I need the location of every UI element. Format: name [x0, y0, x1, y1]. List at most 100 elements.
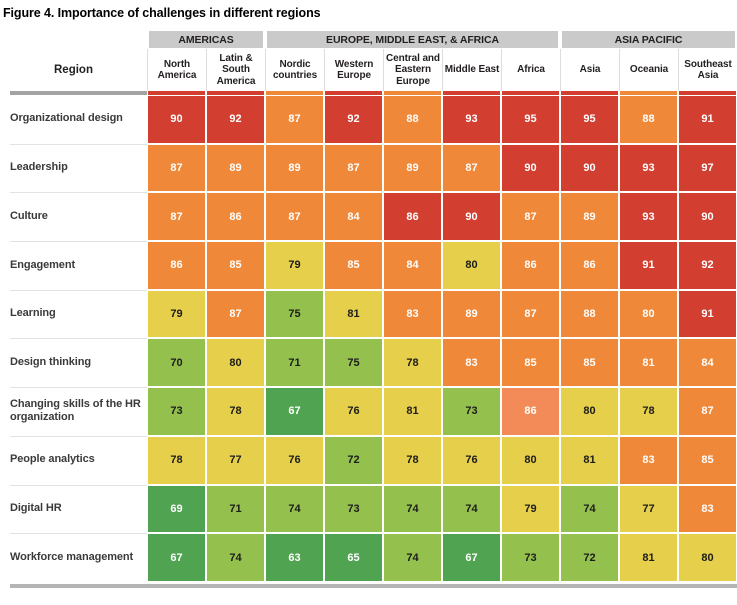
header-divider-bar	[384, 91, 441, 95]
heatmap-cell: 80	[620, 290, 677, 338]
heatmap-cell: 97	[679, 144, 736, 192]
heatmap-cell: 78	[384, 339, 441, 387]
heatmap-cell: 81	[384, 388, 441, 435]
heatmap-cell: 87	[325, 144, 382, 192]
heatmap-cell: 74	[384, 485, 441, 533]
heatmap-cell: 80	[679, 534, 736, 581]
heatmap-cell: 92	[679, 242, 736, 289]
header-divider-bar	[620, 91, 677, 95]
group-header-spacer	[0, 31, 147, 49]
row-label: People analytics	[0, 435, 147, 485]
heatmap-cell: 87	[148, 144, 205, 192]
heatmap-cell: 89	[207, 144, 264, 192]
heatmap-cell: 86	[384, 193, 441, 241]
row-label: Digital HR	[0, 484, 147, 534]
heatmap-cell: 85	[561, 339, 618, 387]
header-divider-bar	[266, 91, 323, 95]
group-header-2: EUROPE, MIDDLE EAST, & AFRICA	[267, 31, 558, 48]
heatmap-cell: 90	[148, 96, 205, 143]
header-divider-bar	[679, 91, 736, 95]
heatmap-cell: 74	[443, 485, 500, 533]
heatmap-cell: 81	[620, 339, 677, 387]
heatmap-cell: 89	[561, 193, 618, 241]
row-label: Changing skills of the HR organization	[0, 387, 147, 436]
heatmap-cell: 91	[620, 242, 677, 289]
heatmap-cell: 84	[679, 339, 736, 387]
heatmap-cell: 80	[561, 388, 618, 435]
heatmap-cell: 76	[266, 436, 323, 484]
region-header: Region	[54, 64, 93, 76]
heatmap-cell: 92	[325, 96, 382, 143]
heatmap-cell: 85	[325, 242, 382, 289]
heatmap-cell: 78	[148, 436, 205, 484]
heatmap-cell: 78	[384, 436, 441, 484]
table-bottom-border	[10, 583, 737, 588]
heatmap-cell: 84	[384, 242, 441, 289]
header-divider-bar	[148, 91, 205, 95]
heatmap-cell: 71	[266, 339, 323, 387]
heatmap-cell: 73	[148, 388, 205, 435]
heatmap-cell: 81	[561, 436, 618, 484]
heatmap-cell: 85	[207, 242, 264, 289]
heatmap-table: AMERICAS EUROPE, MIDDLE EAST, & AFRICA ASI…	[0, 31, 737, 582]
heatmap-cell: 63	[266, 534, 323, 581]
heatmap-cell: 79	[266, 242, 323, 289]
heatmap-cell: 83	[384, 290, 441, 338]
row-label: Culture	[0, 192, 147, 242]
header-divider-bar	[443, 91, 500, 95]
heatmap-cell: 87	[502, 193, 559, 241]
heatmap-cell: 84	[325, 193, 382, 241]
header-divider	[10, 91, 147, 95]
heatmap-cell: 88	[561, 290, 618, 338]
heatmap-cell: 72	[561, 534, 618, 581]
heatmap-cell: 83	[620, 436, 677, 484]
row-label: Organizational design	[10, 112, 123, 125]
heatmap-cell: 90	[443, 193, 500, 241]
heatmap-cell: 72	[325, 436, 382, 484]
row-label: Leadership	[0, 143, 147, 193]
heatmap-cell: 79	[502, 485, 559, 533]
column-header: Nordic countries	[265, 49, 324, 91]
heatmap-cell: 78	[620, 388, 677, 435]
heatmap-cell: 76	[443, 436, 500, 484]
group-header-1: AMERICAS	[149, 31, 263, 48]
heatmap-cell: 88	[620, 96, 677, 143]
heatmap-cell: 86	[207, 193, 264, 241]
heatmap-cell: 85	[679, 436, 736, 484]
heatmap-cell: 69	[148, 485, 205, 533]
column-header: Asia	[560, 49, 619, 91]
figure-title: Figure 4. Importance of challenges in di…	[3, 6, 321, 20]
column-header: Central and Eastern Europe	[383, 49, 442, 91]
heatmap-cell: 86	[502, 242, 559, 289]
heatmap-cell: 92	[207, 96, 264, 143]
column-header: North America	[147, 49, 206, 91]
column-header: Africa	[501, 49, 560, 91]
heatmap-cell: 86	[148, 242, 205, 289]
heatmap-cell: 87	[443, 144, 500, 192]
heatmap-cell: 67	[443, 534, 500, 581]
heatmap-cell: 79	[148, 290, 205, 338]
header-divider-bar	[207, 91, 264, 95]
column-header: Western Europe	[324, 49, 383, 91]
heatmap-cell: 80	[443, 242, 500, 289]
heatmap-cell: 88	[384, 96, 441, 143]
row-label: Workforce management	[0, 533, 147, 582]
heatmap-cell: 87	[266, 193, 323, 241]
heatmap-cell: 71	[207, 485, 264, 533]
heatmap-cell: 73	[443, 388, 500, 435]
heatmap-cell: 76	[325, 388, 382, 435]
row-label: Engagement	[0, 241, 147, 290]
column-header: Middle East	[442, 49, 501, 91]
heatmap-cell: 78	[207, 388, 264, 435]
heatmap-cell: 80	[207, 339, 264, 387]
heatmap-cell: 75	[325, 339, 382, 387]
heatmap-cell: 83	[443, 339, 500, 387]
heatmap-cell: 91	[679, 96, 736, 143]
heatmap-cell: 89	[384, 144, 441, 192]
heatmap-cell: 67	[266, 388, 323, 435]
column-header: Oceania	[619, 49, 678, 91]
heatmap-cell: 67	[148, 534, 205, 581]
heatmap-cell: 75	[266, 290, 323, 338]
column-header: Latin & South America	[206, 49, 265, 91]
heatmap-cell: 90	[561, 144, 618, 192]
